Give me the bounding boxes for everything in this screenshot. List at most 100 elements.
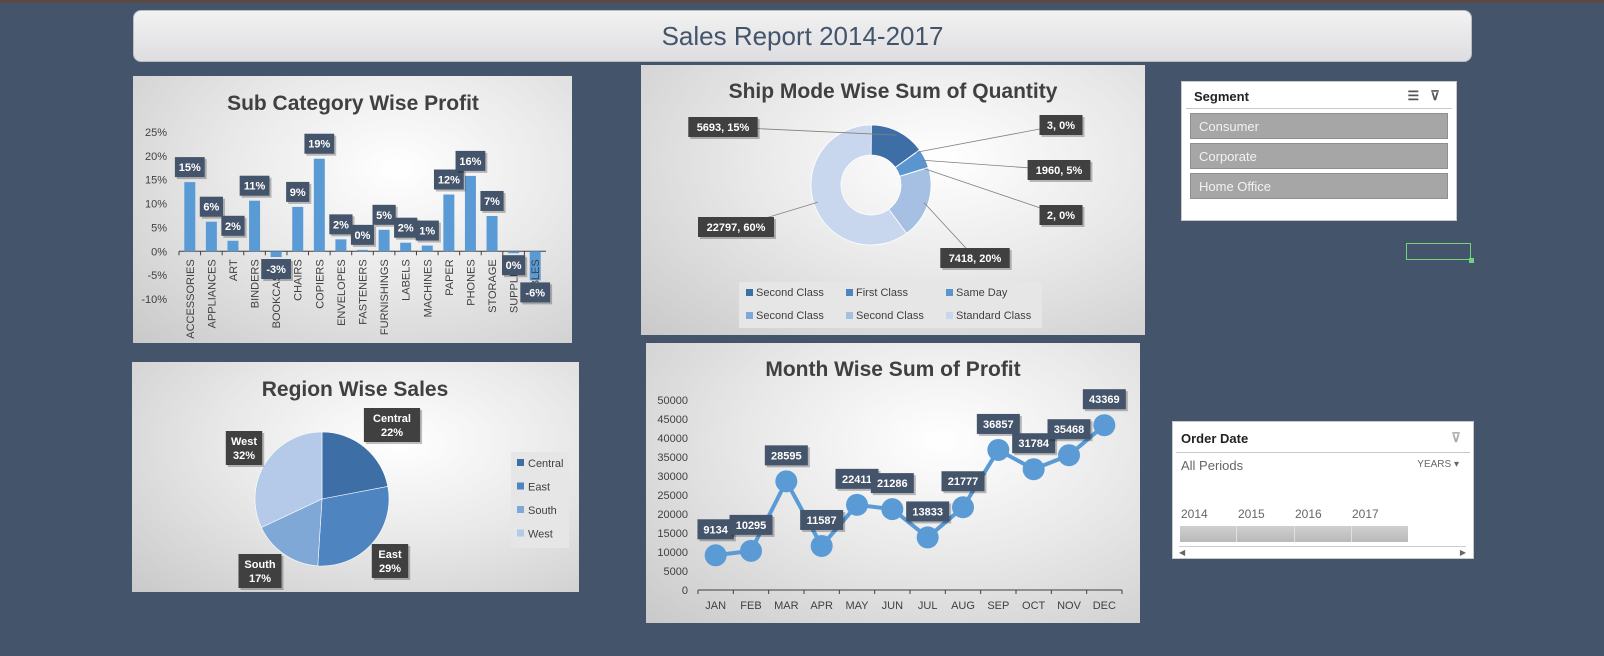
label-box xyxy=(800,509,844,530)
label-box xyxy=(976,413,1020,434)
pie-slice xyxy=(254,431,323,528)
label-box xyxy=(1027,160,1091,180)
pie-data-label: Central 22% xyxy=(363,408,423,444)
chart-title: Ship Mode Wise Sum of Quantity xyxy=(729,80,1058,103)
order-date-timeline[interactable]: Order Date ⊽ All Periods YEARS ▾ 2014 20… xyxy=(1172,421,1474,559)
bar-data-label: 16% xyxy=(455,150,488,173)
report-title-bar[interactable]: Sales Report 2014-2017 xyxy=(133,10,1472,62)
data-label: 11% xyxy=(244,181,266,193)
data-label: 7% xyxy=(484,196,500,208)
y-tick-label: 0 xyxy=(682,585,688,597)
x-tick-label: JUN xyxy=(882,600,903,612)
timeline-scrollbar[interactable]: ◀ ▶ xyxy=(1179,546,1466,557)
ship-mode-chart[interactable]: Ship Mode Wise Sum of Quantity 5693, 15%… xyxy=(641,65,1145,335)
line-data-label: 31784 xyxy=(1012,433,1058,456)
sub-category-chart[interactable]: Sub Category Wise Profit 25% 20% 15% 10% 5% 0… xyxy=(133,76,572,343)
label-box xyxy=(697,519,734,540)
bar xyxy=(378,229,390,252)
month-profit-chart[interactable]: Month Wise Sum of Profit 50000 45000 40000… xyxy=(646,343,1140,623)
label-box xyxy=(1012,433,1056,454)
y-tick-label: 25% xyxy=(145,127,167,139)
doughnut-data-label: 7418, 20% xyxy=(940,248,1012,270)
doughnut-slice xyxy=(810,124,908,246)
data-label: 29% xyxy=(379,563,401,575)
label-box xyxy=(906,501,950,522)
segment-item-home-office[interactable]: Home Office xyxy=(1190,173,1448,199)
bar-data-label: 12% xyxy=(433,169,466,192)
x-tick-label: APR xyxy=(810,600,833,612)
doughnut-data-label: 2, 0% xyxy=(1039,205,1085,227)
clear-filter-icon[interactable]: ⊽ xyxy=(1451,430,1461,445)
bar xyxy=(227,240,239,252)
x-tick-label: BINDERS xyxy=(250,259,262,308)
pie-data-label: East 29% xyxy=(371,544,411,580)
data-point xyxy=(846,493,868,516)
region-chart[interactable]: Region Wise Sales Central 22% East 29% South… xyxy=(132,362,579,592)
bar xyxy=(443,194,455,252)
x-tick-label: CHAIRS xyxy=(293,259,305,301)
selected-cell[interactable] xyxy=(1406,243,1474,263)
leader-line xyxy=(916,124,1062,153)
data-label: 19% xyxy=(308,139,330,151)
data-label: 0% xyxy=(355,230,371,242)
y-tick-label: 25000 xyxy=(657,490,688,502)
scroll-left-icon[interactable]: ◀ xyxy=(1179,548,1186,557)
x-tick-label: MAY xyxy=(845,600,869,612)
data-label: 0% xyxy=(506,260,522,272)
line-data-label: 22411 xyxy=(835,468,881,491)
doughnut-data-label: 5693, 15% xyxy=(688,117,760,139)
timeline-year[interactable]: 2016 xyxy=(1295,507,1322,521)
label-box xyxy=(941,471,985,492)
x-tick-label: ART xyxy=(228,259,240,281)
label-box xyxy=(350,224,375,245)
x-tick-label: NOV xyxy=(1057,600,1082,612)
data-label: 22411 xyxy=(842,474,872,486)
ship-mode-chart-svg: Ship Mode Wise Sum of Quantity 5693, 15%… xyxy=(688,80,1093,328)
line-data-label: 35468 xyxy=(1047,419,1093,442)
doughnut-data-label: 1960, 5% xyxy=(1027,160,1093,182)
label-box xyxy=(1039,115,1083,135)
y-tick-label: 20000 xyxy=(657,509,688,521)
legend-box xyxy=(739,282,1042,328)
data-label: 35468 xyxy=(1054,424,1085,436)
data-label: 7418, 20% xyxy=(949,253,1002,265)
segment-item-consumer[interactable]: Consumer xyxy=(1190,113,1448,139)
clear-filter-icon[interactable]: ⊽ xyxy=(1430,88,1440,103)
timeline-level-dropdown[interactable]: YEARS ▾ xyxy=(1417,459,1459,470)
label-box xyxy=(415,220,439,241)
y-tick-label: 20% xyxy=(145,151,167,163)
legend-swatch xyxy=(517,482,524,490)
timeline-year[interactable]: 2017 xyxy=(1352,507,1379,521)
data-label: -3% xyxy=(266,264,286,276)
bar-data-label: 2% xyxy=(394,217,420,240)
legend-label: East xyxy=(528,482,550,494)
data-label: 16% xyxy=(459,156,481,168)
label-box xyxy=(286,181,310,202)
y-tick-label: 15% xyxy=(145,175,167,187)
bar xyxy=(400,242,412,252)
segment-slicer[interactable]: Segment ☰ ⊽ Consumer Corporate Home Offi… xyxy=(1181,81,1457,221)
data-label: 22797, 60% xyxy=(707,222,766,234)
data-label: 13833 xyxy=(912,506,943,518)
label-box xyxy=(174,157,205,178)
timeline-bar[interactable] xyxy=(1180,526,1408,542)
line-data-label: 28595 xyxy=(764,445,810,468)
line-data-label: 21777 xyxy=(941,471,987,494)
bar xyxy=(357,249,368,252)
line-data-label: 13833 xyxy=(906,501,952,524)
timeline-year[interactable]: 2015 xyxy=(1238,507,1265,521)
multi-select-icon[interactable]: ☰ xyxy=(1407,88,1420,103)
data-label: 6% xyxy=(203,202,219,214)
label-box xyxy=(225,431,263,465)
scroll-right-icon[interactable]: ▶ xyxy=(1459,548,1466,557)
data-label: 12% xyxy=(438,175,460,187)
segment-item-corporate[interactable]: Corporate xyxy=(1190,143,1448,169)
legend-label: First Class xyxy=(856,287,908,299)
label-box xyxy=(329,214,353,235)
timeline-header: Order Date ⊽ xyxy=(1176,422,1470,453)
label-box xyxy=(688,117,758,137)
data-label: 21286 xyxy=(877,478,908,490)
bar xyxy=(486,215,498,252)
bar-data-label: 5% xyxy=(372,204,398,227)
timeline-year[interactable]: 2014 xyxy=(1181,507,1208,521)
